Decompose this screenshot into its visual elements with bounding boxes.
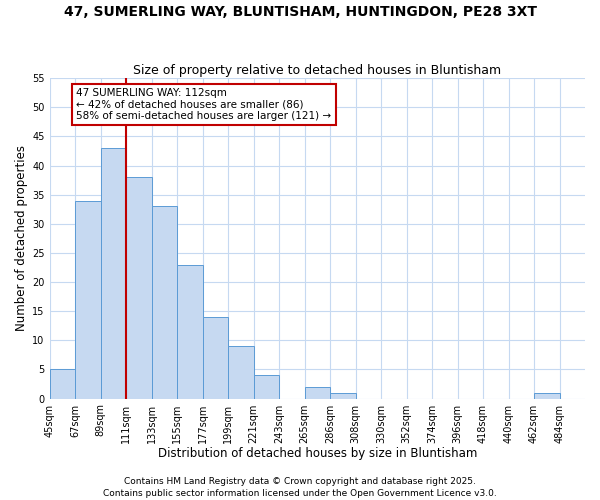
Bar	[152, 206, 177, 398]
Bar	[75, 200, 101, 398]
Title: Size of property relative to detached houses in Bluntisham: Size of property relative to detached ho…	[133, 64, 502, 77]
Bar	[305, 387, 330, 398]
Text: 47 SUMERLING WAY: 112sqm
← 42% of detached houses are smaller (86)
58% of semi-d: 47 SUMERLING WAY: 112sqm ← 42% of detach…	[76, 88, 331, 121]
X-axis label: Distribution of detached houses by size in Bluntisham: Distribution of detached houses by size …	[158, 447, 477, 460]
Bar	[330, 393, 356, 398]
Bar	[203, 317, 228, 398]
Bar	[228, 346, 254, 399]
Bar	[534, 393, 560, 398]
Bar	[101, 148, 126, 399]
Bar	[126, 177, 152, 398]
Bar	[177, 264, 203, 398]
Text: 47, SUMERLING WAY, BLUNTISHAM, HUNTINGDON, PE28 3XT: 47, SUMERLING WAY, BLUNTISHAM, HUNTINGDO…	[64, 5, 536, 19]
Bar	[50, 370, 75, 398]
Bar	[254, 376, 279, 398]
Text: Contains HM Land Registry data © Crown copyright and database right 2025.
Contai: Contains HM Land Registry data © Crown c…	[103, 476, 497, 498]
Y-axis label: Number of detached properties: Number of detached properties	[15, 146, 28, 332]
